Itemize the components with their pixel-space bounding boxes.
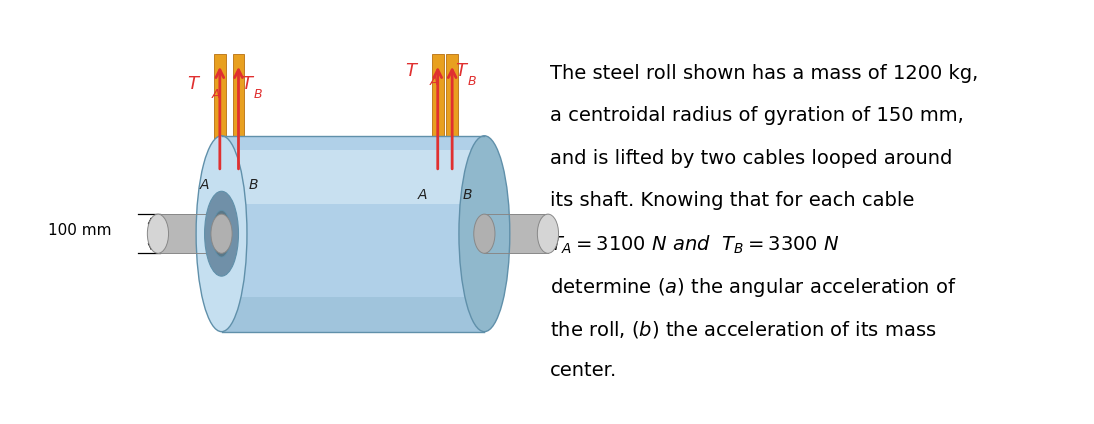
Text: determine ($a$) the angular acceleration of: determine ($a$) the angular acceleration… [549,276,956,299]
Bar [485,214,548,253]
Ellipse shape [196,136,247,332]
Ellipse shape [212,210,231,257]
Text: $T$: $T$ [187,75,201,93]
Ellipse shape [205,191,238,276]
Bar [221,136,485,332]
Text: the roll, ($b$) the acceleration of its mass: the roll, ($b$) the acceleration of its … [549,318,936,340]
Polygon shape [214,253,244,266]
Bar [221,151,485,204]
Text: center.: center. [549,361,617,380]
Bar [158,214,221,253]
Text: 100 mm: 100 mm [48,223,112,238]
Text: $B$: $B$ [466,75,476,89]
Text: $T$: $T$ [241,75,255,93]
Text: its shaft. Knowing that for each cable: its shaft. Knowing that for each cable [549,191,913,210]
Text: $A$: $A$ [211,89,222,101]
Bar [233,54,244,266]
Bar [432,54,444,266]
Ellipse shape [459,136,510,332]
Text: $A$: $A$ [417,188,428,202]
Text: $B$: $B$ [253,89,263,101]
Text: $B$: $B$ [248,178,259,192]
Bar [446,54,458,266]
Ellipse shape [211,214,232,253]
Text: $T$: $T$ [455,62,469,80]
Text: The steel roll shown has a mass of 1200 kg,: The steel roll shown has a mass of 1200 … [549,64,978,83]
Text: $A$: $A$ [429,75,440,89]
Text: and is lifted by two cables looped around: and is lifted by two cables looped aroun… [549,149,952,168]
Polygon shape [432,253,458,266]
Text: a centroidal radius of gyration of 150 mm,: a centroidal radius of gyration of 150 m… [549,106,964,126]
Ellipse shape [148,214,168,253]
Text: $T_A = 3100\ N\ \mathit{and}\ \ T_B = 3300\ N$: $T_A = 3100\ N\ \mathit{and}\ \ T_B = 33… [549,234,839,256]
Text: $A$: $A$ [199,178,210,192]
Text: $T$: $T$ [405,62,419,80]
Bar [221,297,485,332]
Ellipse shape [537,214,559,253]
Bar [214,54,225,266]
Ellipse shape [474,214,494,253]
Text: $B$: $B$ [462,188,473,202]
